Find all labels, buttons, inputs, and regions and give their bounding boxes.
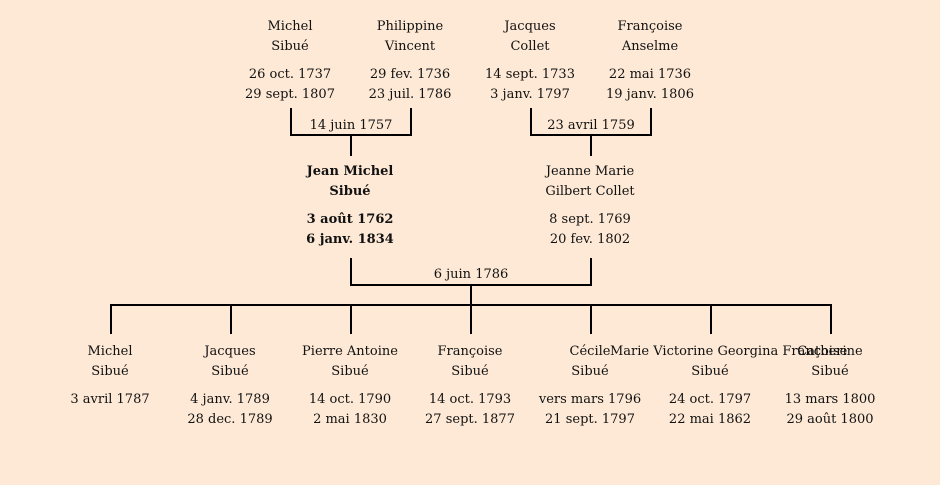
person-death-date: 2 mai 1830 bbox=[313, 412, 387, 427]
child-connector bbox=[710, 304, 712, 334]
person-card[interactable]: Françoise Anselme 22 mai 1736 19 janv. 1806 bbox=[550, 17, 750, 105]
child-connector bbox=[470, 304, 472, 334]
person-death-date: 29 août 1800 bbox=[786, 412, 874, 427]
person-death-date: 28 dec. 1789 bbox=[187, 412, 273, 427]
person-last-name: Collet bbox=[510, 39, 550, 54]
person-birth-date: 14 oct. 1793 bbox=[428, 392, 512, 407]
person-card[interactable]: Cécile Sibué vers mars 1796 21 sept. 1797 bbox=[490, 342, 690, 430]
child-connector bbox=[110, 304, 112, 334]
person-last-name: Sibué bbox=[211, 364, 249, 379]
person-birth-date: 24 oct. 1797 bbox=[668, 392, 752, 407]
person-first-name: Jeanne Marie bbox=[545, 164, 635, 179]
person-birth-date: 22 mai 1736 bbox=[608, 67, 692, 82]
person-last-name: Vincent bbox=[384, 39, 436, 54]
bracket-left bbox=[290, 108, 292, 136]
person-death-date: 27 sept. 1877 bbox=[425, 412, 515, 427]
person-first-name: Cécile bbox=[569, 344, 611, 359]
person-first-name: Marie Victorine Georgina Françoise bbox=[610, 344, 848, 359]
spacer bbox=[490, 202, 690, 210]
marriage-date: 6 juin 1786 bbox=[433, 267, 509, 282]
person-card[interactable]: Jean Michel Sibué 3 août 1762 6 janv. 1834 bbox=[250, 162, 450, 250]
person-death-date: 21 sept. 1797 bbox=[545, 412, 635, 427]
person-first-name: Michel bbox=[267, 19, 313, 34]
person-card[interactable]: Catherine Sibué 13 mars 1800 29 août 1800 bbox=[730, 342, 930, 430]
person-death-date: 20 fev. 1802 bbox=[549, 232, 631, 247]
person-card[interactable]: Jacques Sibué 4 janv. 1789 28 dec. 1789 bbox=[130, 342, 330, 430]
person-death-date: 22 mai 1862 bbox=[668, 412, 752, 427]
person-birth-date: 8 sept. 1769 bbox=[549, 212, 631, 227]
person-last-name: Sibué bbox=[91, 364, 129, 379]
person-card[interactable]: Michel Sibué 26 oct. 1737 29 sept. 1807 bbox=[190, 17, 390, 105]
person-first-name: Michel bbox=[87, 344, 133, 359]
person-card[interactable]: Pierre Antoine Sibué 14 oct. 1790 2 mai 183… bbox=[250, 342, 450, 430]
person-last-name: Sibué bbox=[329, 184, 371, 199]
bracket-right bbox=[410, 108, 412, 136]
person-last-name: Sibué bbox=[271, 39, 309, 54]
person-first-name: Jacques bbox=[504, 19, 556, 34]
person-first-name: Jacques bbox=[204, 344, 256, 359]
person-first-name: Françoise bbox=[437, 344, 503, 359]
descent-line bbox=[590, 134, 592, 156]
child-connector bbox=[590, 304, 592, 334]
person-card[interactable]: Jacques Collet 14 sept. 1733 3 janv. 1797 bbox=[430, 17, 630, 105]
child-connector bbox=[230, 304, 232, 334]
person-first-name: Françoise bbox=[617, 19, 683, 34]
bracket-left bbox=[350, 258, 352, 286]
spacer bbox=[730, 382, 930, 390]
person-card[interactable]: Marie Victorine Georgina Françoise Sibué 2… bbox=[610, 342, 848, 430]
person-birth-date: 3 août 1762 bbox=[306, 212, 394, 227]
person-first-name: Philippine bbox=[376, 19, 444, 34]
person-death-date: 29 sept. 1807 bbox=[245, 87, 335, 102]
person-death-date: 3 janv. 1797 bbox=[490, 87, 570, 102]
child-connector bbox=[350, 304, 352, 334]
person-last-name: Sibué bbox=[811, 364, 849, 379]
person-birth-date: 3 avril 1787 bbox=[70, 392, 150, 407]
person-birth-date: 13 mars 1800 bbox=[784, 392, 876, 407]
person-death-date: 19 janv. 1806 bbox=[606, 87, 694, 102]
bracket-right bbox=[650, 108, 652, 136]
person-card[interactable]: Jeanne Marie Gilbert Collet 8 sept. 1769 20… bbox=[490, 162, 690, 250]
person-last-name: Sibué bbox=[451, 364, 489, 379]
bracket-right bbox=[590, 258, 592, 286]
marriage-date: 14 juin 1757 bbox=[309, 118, 393, 133]
person-last-name: Gilbert Collet bbox=[545, 184, 635, 199]
descent-line bbox=[470, 284, 472, 306]
person-last-name: Sibué bbox=[571, 364, 609, 379]
person-birth-date: 26 oct. 1737 bbox=[248, 67, 332, 82]
person-birth-date: 14 oct. 1790 bbox=[308, 392, 392, 407]
person-card[interactable]: Michel Sibué 3 avril 1787 bbox=[10, 342, 210, 410]
person-first-name: Catherine bbox=[797, 344, 863, 359]
descent-line bbox=[350, 134, 352, 156]
person-birth-date: 14 sept. 1733 bbox=[485, 67, 575, 82]
person-last-name: Anselme bbox=[621, 39, 679, 54]
marriage-date: 23 avril 1759 bbox=[547, 118, 635, 133]
person-card[interactable]: Françoise Sibué 14 oct. 1793 27 sept. 1877 bbox=[370, 342, 570, 430]
bracket-left bbox=[530, 108, 532, 136]
person-first-name: Jean Michel bbox=[306, 164, 394, 179]
person-last-name: Sibué bbox=[691, 364, 729, 379]
person-birth-date: 29 fev. 1736 bbox=[369, 67, 451, 82]
person-birth-date: vers mars 1796 bbox=[538, 392, 642, 407]
person-card[interactable]: Philippine Vincent 29 fev. 1736 23 juil. 17… bbox=[310, 17, 510, 105]
person-birth-date: 4 janv. 1789 bbox=[190, 392, 270, 407]
spacer bbox=[550, 57, 750, 65]
child-connector bbox=[830, 304, 832, 334]
person-last-name: Sibué bbox=[331, 364, 369, 379]
person-first-name: Pierre Antoine bbox=[302, 344, 398, 359]
person-death-date: 23 juil. 1786 bbox=[368, 87, 452, 102]
spacer bbox=[250, 202, 450, 210]
person-death-date: 6 janv. 1834 bbox=[306, 232, 394, 247]
